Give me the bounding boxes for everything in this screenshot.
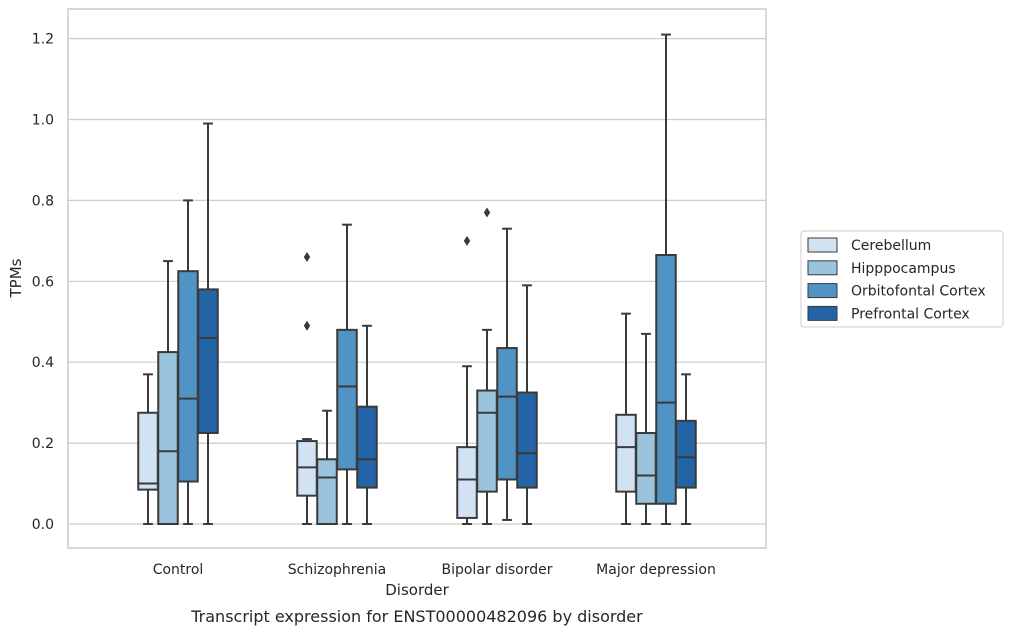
box-3-1 xyxy=(635,332,657,525)
box-body xyxy=(197,288,219,434)
legend-label: Prefrontal Cortex xyxy=(851,306,970,322)
legend-swatch xyxy=(807,237,838,253)
x-tick-label: Control xyxy=(153,562,204,578)
y-tick-label: 0.4 xyxy=(32,355,54,371)
y-axis-title: TPMs xyxy=(7,258,25,298)
y-tick-label: 0.8 xyxy=(32,193,54,209)
box-body xyxy=(336,328,358,471)
box-1-2 xyxy=(336,223,358,525)
x-tick-label: Schizophrenia xyxy=(288,562,386,578)
outlier-point xyxy=(463,235,471,246)
y-tick-label: 1.0 xyxy=(32,113,54,129)
box-body xyxy=(157,351,179,525)
box-body xyxy=(675,419,697,489)
box-groups xyxy=(137,33,697,525)
box-body xyxy=(177,270,199,483)
box-2-0 xyxy=(456,235,478,525)
box-body xyxy=(516,391,538,489)
y-tick-label: 0.2 xyxy=(32,436,54,452)
box-3-0 xyxy=(615,312,637,525)
box-2-1 xyxy=(476,207,498,525)
outlier-point xyxy=(483,207,491,218)
box-body xyxy=(456,446,478,519)
y-tick-label: 0.0 xyxy=(32,517,54,533)
box-body xyxy=(615,413,637,493)
chart-caption: Transcript expression for ENST0000048209… xyxy=(190,607,643,626)
box-1-0 xyxy=(296,252,318,525)
box-3-3 xyxy=(675,373,697,525)
legend-label: Cerebellum xyxy=(851,238,931,254)
box-body xyxy=(316,458,338,525)
x-tick-label: Bipolar disorder xyxy=(441,562,552,578)
legend-frame xyxy=(800,230,1004,328)
y-axis-ticks: 0.0 0.2 0.4 0.6 0.8 1.0 1.2 xyxy=(32,32,54,533)
legend-swatch xyxy=(807,305,838,321)
box-body xyxy=(655,254,677,505)
box-body xyxy=(296,440,318,497)
y-tick-label: 1.2 xyxy=(32,32,54,48)
box-3-2 xyxy=(655,33,677,525)
legend-swatch xyxy=(807,260,838,276)
outlier-point xyxy=(303,252,311,263)
box-0-1 xyxy=(157,260,179,525)
box-0-3 xyxy=(197,122,219,525)
box-2-3 xyxy=(516,284,538,525)
plot-frame xyxy=(67,8,767,549)
box-1-3 xyxy=(356,324,378,525)
legend: Cerebellum Hipppocampus Orbitofontal Corte… xyxy=(800,230,1004,328)
box-body xyxy=(635,431,657,505)
box-0-2 xyxy=(177,199,199,525)
x-tick-label: Major depression xyxy=(596,562,716,578)
legend-swatch xyxy=(807,283,838,299)
legend-label: Orbitofontal Cortex xyxy=(851,284,986,300)
outlier-point xyxy=(303,320,311,331)
box-0-0 xyxy=(137,373,159,525)
x-axis-ticks: Control Schizophrenia Bipolar disorder Majo… xyxy=(153,562,716,578)
box-body xyxy=(496,347,518,481)
box-body xyxy=(137,411,159,491)
box-1-1 xyxy=(316,409,338,525)
legend-label: Hipppocampus xyxy=(851,261,956,277)
x-axis-title: Disorder xyxy=(385,581,449,599)
box-2-2 xyxy=(496,227,518,521)
box-body xyxy=(356,405,378,489)
y-tick-label: 0.6 xyxy=(32,274,54,290)
box-body xyxy=(476,389,498,493)
